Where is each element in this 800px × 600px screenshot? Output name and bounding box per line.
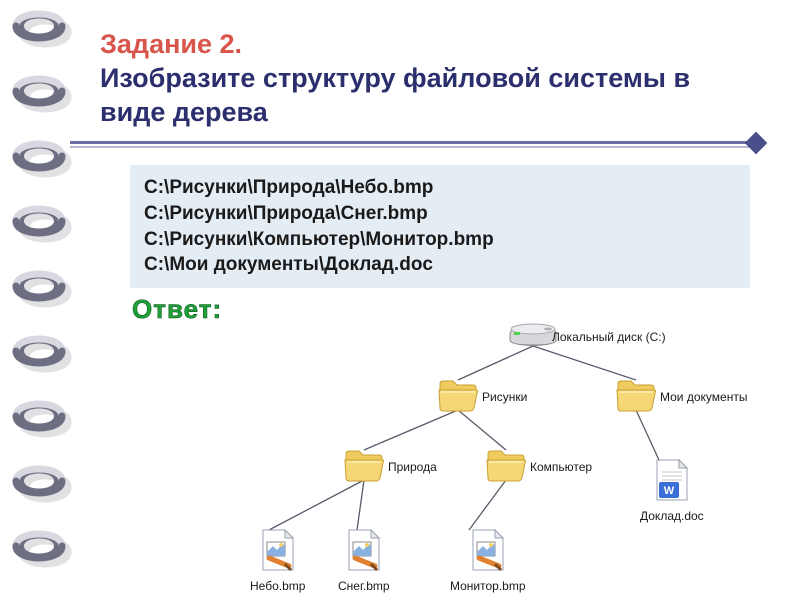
tree-node-sneg: Снег.bmp [338,528,390,593]
tree-node-label: Компьютер [530,460,592,474]
doc-file-icon: W [653,489,691,506]
tree-node-label: Снег.bmp [338,579,390,593]
divider-line-2 [70,146,750,148]
svg-text:W: W [664,485,675,497]
tree-node-label: Природа [388,460,437,474]
disk-icon [508,335,558,352]
task-text: Изобразите структуру файловой системы в … [100,63,690,127]
spiral-binding [0,0,80,600]
tree-node-label: Небо.bmp [250,579,305,593]
tree-node-label: Мои документы [660,390,747,404]
tree-node-priroda: Природа [344,448,384,487]
file-tree-diagram: Локальный диск (C:) Рисунки Мои документ… [210,318,770,598]
folder-icon [438,399,478,416]
file-path-line: C:\Рисунки\Компьютер\Монитор.bmp [144,227,736,253]
tree-node-monitor: Монитор.bmp [450,528,526,593]
divider-square [745,132,768,155]
file-path-line: C:\Мои документы\Доклад.doc [144,252,736,278]
tree-node-disk: Локальный диск (C:) [508,318,558,353]
tree-node-label: Доклад.doc [640,509,704,523]
folder-icon [486,469,526,486]
tree-node-komp: Компьютер [486,448,526,487]
bmp-file-icon [469,559,507,576]
tree-node-label: Монитор.bmp [450,579,526,593]
divider [70,137,790,151]
file-paths-box: C:\Рисунки\Природа\Небо.bmpC:\Рисунки\Пр… [130,165,750,288]
folder-icon [616,399,656,416]
bmp-file-icon [259,559,297,576]
slide: Задание 2. Изобразите структуру файловой… [70,8,790,592]
tree-node-label: Рисунки [482,390,527,404]
file-path-line: C:\Рисунки\Природа\Снег.bmp [144,201,736,227]
divider-line-1 [70,141,750,144]
tree-node-label: Локальный диск (C:) [552,330,666,344]
task-number: Задание 2. [100,29,242,59]
bmp-file-icon [345,559,383,576]
slide-title: Задание 2. Изобразите структуру файловой… [100,28,760,129]
tree-node-nebo: Небо.bmp [250,528,305,593]
file-path-line: C:\Рисунки\Природа\Небо.bmp [144,175,736,201]
tree-node-doklad: W Доклад.doc [640,458,704,523]
folder-icon [344,469,384,486]
tree-node-risunki: Рисунки [438,378,478,417]
tree-node-moidoc: Мои документы [616,378,656,417]
